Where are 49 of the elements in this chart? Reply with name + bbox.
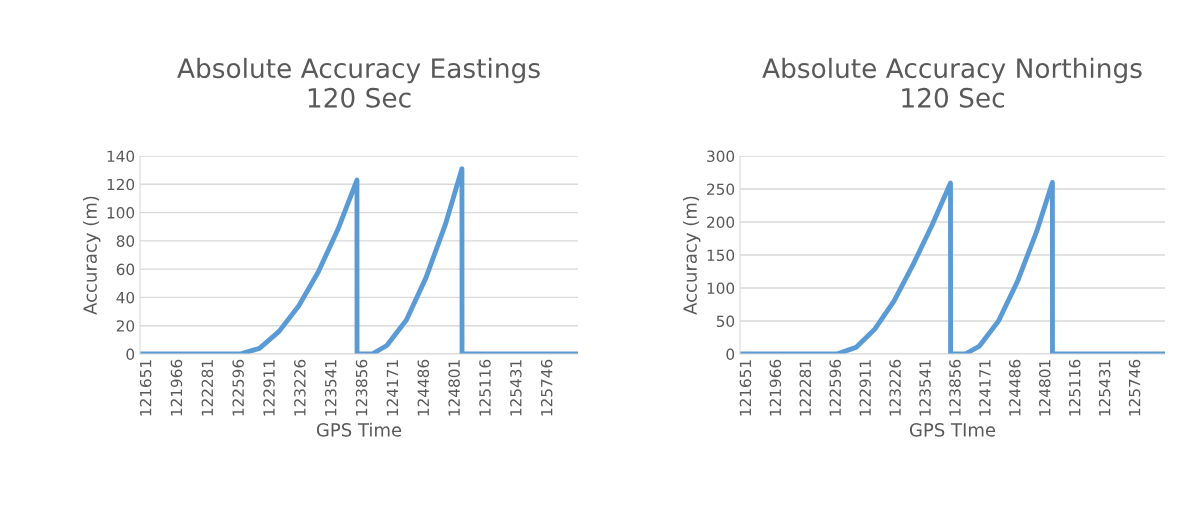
x-tick-label: 121651 xyxy=(739,360,752,416)
x-tick-label: 122281 xyxy=(201,360,214,416)
x-tick-label: 121966 xyxy=(170,359,183,416)
y-tick-label: 100 xyxy=(707,282,735,295)
x-tick-label: 122911 xyxy=(859,360,871,416)
x-axis-title: GPS TIme xyxy=(909,423,996,437)
x-tick-label: 125431 xyxy=(510,360,522,416)
x-tick-label: 125431 xyxy=(1098,360,1111,416)
x-tick-label: 122596 xyxy=(829,359,841,416)
x-tick-label: 123226 xyxy=(294,359,306,416)
y-tick-label: 300 xyxy=(707,150,735,163)
y-axis-title: Accuracy (m) xyxy=(682,196,701,315)
x-tick-label: 124801 xyxy=(1038,360,1051,416)
x-tick-label: 122911 xyxy=(263,360,275,416)
y-tick-label: 150 xyxy=(707,249,735,262)
chart-title: Absolute Accuracy Eastings 120 Sec xyxy=(177,57,540,108)
x-tick-label: 123541 xyxy=(919,360,931,416)
x-tick-label: 124171 xyxy=(979,360,991,416)
y-axis-title: Accuracy (m) xyxy=(82,196,101,315)
x-tick-label: 124801 xyxy=(448,360,460,416)
y-tick-label: 50 xyxy=(716,315,735,328)
x-tick-label: 123856 xyxy=(355,359,368,416)
x-tick-label: 123541 xyxy=(324,360,337,416)
chart-title: Absolute Accuracy Northings 120 Sec xyxy=(762,57,1142,108)
y-tick-label: 250 xyxy=(707,183,735,196)
y-tick-label: 0 xyxy=(726,348,735,361)
x-tick-label: 123856 xyxy=(949,359,961,416)
y-tick-label: 20 xyxy=(116,320,135,332)
y-tick-label: 0 xyxy=(126,348,135,361)
x-tick-label: 124486 xyxy=(417,359,430,416)
x-tick-label: 125116 xyxy=(1068,359,1081,416)
x-tick-label: 125746 xyxy=(540,359,553,416)
y-tick-label: 120 xyxy=(107,178,135,191)
y-tick-label: 60 xyxy=(116,263,135,276)
y-tick-label: 140 xyxy=(107,150,135,163)
x-tick-label: 123226 xyxy=(889,359,901,416)
y-tick-label: 100 xyxy=(107,207,135,219)
x-tick-label: 125116 xyxy=(479,359,491,416)
y-tick-label: 200 xyxy=(707,216,735,229)
x-tick-label: 124171 xyxy=(386,360,398,416)
x-tick-label: 121966 xyxy=(769,359,782,416)
x-tick-label: 125746 xyxy=(1128,359,1141,416)
x-tick-label: 122281 xyxy=(799,360,812,416)
x-axis-title: GPS Time xyxy=(316,422,402,437)
x-tick-label: 121651 xyxy=(139,360,152,416)
y-tick-label: 80 xyxy=(116,235,135,247)
x-tick-label: 124486 xyxy=(1009,359,1021,416)
x-tick-label: 122596 xyxy=(232,359,244,416)
y-tick-label: 40 xyxy=(116,291,135,304)
